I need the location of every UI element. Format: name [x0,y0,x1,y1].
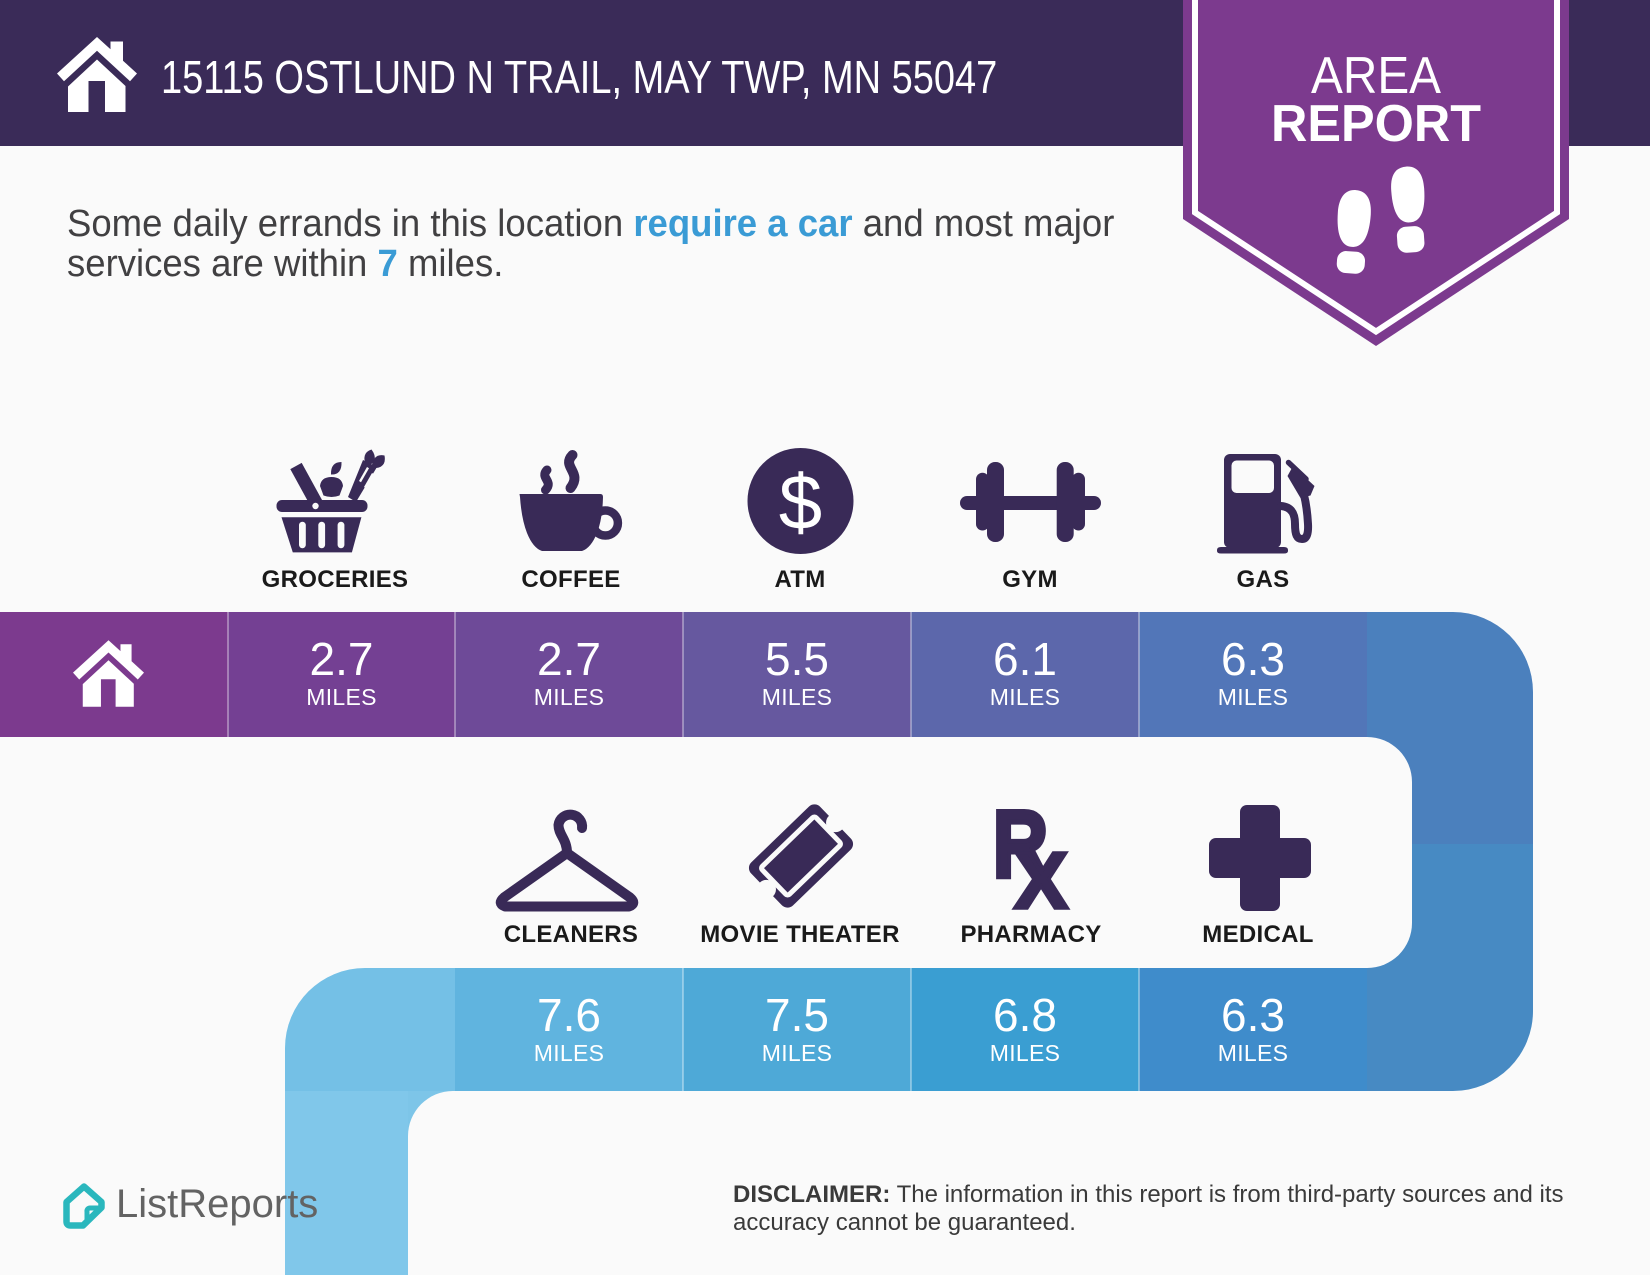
svg-text:REPORT: REPORT [1271,95,1481,153]
svg-text:AREA: AREA [1311,47,1441,105]
svg-text:X: X [1014,836,1068,925]
svg-text:R: R [993,792,1048,898]
svg-text:$: $ [779,458,822,546]
